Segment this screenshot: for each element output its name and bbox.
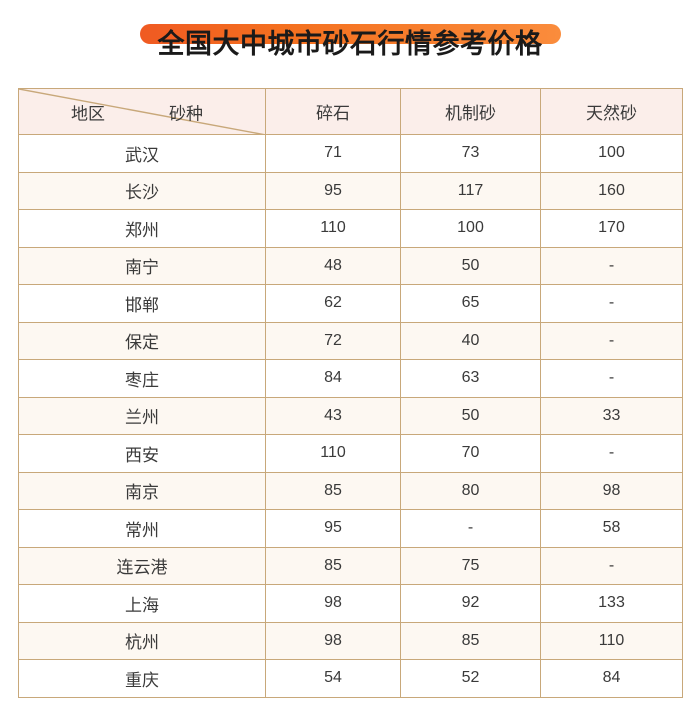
price-cell: 100 (540, 134, 683, 173)
region-cell: 重庆 (18, 659, 266, 698)
header-col-manufactured-sand: 机制砂 (400, 88, 541, 135)
region-cell: 南宁 (18, 246, 266, 285)
price-cell: 75 (400, 546, 541, 585)
price-cell: 33 (540, 396, 683, 435)
table-row: 长沙 95 117 160 (18, 171, 683, 210)
price-table-container: 地区 砂种 碎石 机制砂 天然砂 武汉 71 73 100 长沙 95 117 160 郑州 11… (18, 88, 683, 698)
price-cell: 85 (400, 621, 541, 660)
price-cell: 80 (400, 471, 541, 510)
price-cell: 54 (265, 659, 401, 698)
price-cell: - (540, 359, 683, 398)
price-cell: 98 (265, 584, 401, 623)
table-row: 常州 95-58 (18, 509, 683, 548)
price-cell: 110 (265, 209, 401, 248)
price-cell: 58 (540, 509, 683, 548)
price-cell: 50 (400, 396, 541, 435)
table-row: 枣庄 84 63- (18, 359, 683, 398)
page-title-banner: 全国大中城市砂石行情参考价格 (0, 0, 700, 88)
price-cell: - (540, 284, 683, 323)
region-cell: 郑州 (18, 209, 266, 248)
price-cell: 70 (400, 434, 541, 473)
table-row: 郑州 110 100 170 (18, 209, 683, 248)
price-cell: 62 (265, 284, 401, 323)
table-row: 武汉 71 73 100 (18, 134, 683, 173)
price-cell: - (540, 434, 683, 473)
table-row: 邯郸 62 65- (18, 284, 683, 323)
price-cell: 85 (265, 546, 401, 585)
price-cell: 133 (540, 584, 683, 623)
price-cell: - (540, 546, 683, 585)
price-cell: 160 (540, 171, 683, 210)
header-corner-split-cell: 地区 砂种 (18, 88, 266, 135)
header-col-axis-label: 砂种 (169, 104, 203, 123)
region-cell: 保定 (18, 321, 266, 360)
region-cell: 南京 (18, 471, 266, 510)
price-cell: 95 (265, 171, 401, 210)
price-cell: 65 (400, 284, 541, 323)
price-cell: 52 (400, 659, 541, 698)
table-row: 连云港 85 75- (18, 546, 683, 585)
region-cell: 上海 (18, 584, 266, 623)
price-cell: 110 (265, 434, 401, 473)
table-row: 西安 110 70- (18, 434, 683, 473)
region-cell: 邯郸 (18, 284, 266, 323)
region-cell: 枣庄 (18, 359, 266, 398)
price-cell: 48 (265, 246, 401, 285)
region-cell: 常州 (18, 509, 266, 548)
table-row: 南宁 48 50- (18, 246, 683, 285)
price-cell: 170 (540, 209, 683, 248)
price-cell: 98 (540, 471, 683, 510)
table-body: 武汉 71 73 100 长沙 95 117 160 郑州 110 100 170 南宁 48 50- 邯郸 6… (18, 134, 683, 698)
table-row: 保定 72 40- (18, 321, 683, 360)
price-cell: - (400, 509, 541, 548)
price-cell: 92 (400, 584, 541, 623)
header-row-axis-label: 地区 (71, 104, 105, 123)
price-cell: 72 (265, 321, 401, 360)
title-highlight-bar (139, 23, 561, 44)
table-row: 重庆 54 52 84 (18, 659, 683, 698)
region-cell: 西安 (18, 434, 266, 473)
table-row: 杭州 98 85 110 (18, 621, 683, 660)
table-header: 地区 砂种 碎石 机制砂 天然砂 (18, 88, 683, 135)
table-row: 兰州 43 50 33 (18, 396, 683, 435)
diagonal-divider-icon (19, 89, 262, 134)
header-col-natural-sand: 天然砂 (540, 88, 683, 135)
price-cell: 71 (265, 134, 401, 173)
price-cell: 95 (265, 509, 401, 548)
table-row: 南京 85 80 98 (18, 471, 683, 510)
price-cell: 43 (265, 396, 401, 435)
region-cell: 连云港 (18, 546, 266, 585)
price-cell: 40 (400, 321, 541, 360)
price-cell: - (540, 321, 683, 360)
header-col-crushed-stone: 碎石 (265, 88, 401, 135)
price-table: 地区 砂种 碎石 机制砂 天然砂 武汉 71 73 100 长沙 95 117 160 郑州 11… (18, 88, 683, 698)
region-cell: 长沙 (18, 171, 266, 210)
price-cell: - (540, 246, 683, 285)
region-cell: 兰州 (18, 396, 266, 435)
page-title: 全国大中城市砂石行情参考价格 (157, 28, 543, 59)
price-cell: 98 (265, 621, 401, 660)
price-cell: 84 (265, 359, 401, 398)
table-header-row: 地区 砂种 碎石 机制砂 天然砂 (18, 88, 683, 135)
price-cell: 85 (265, 471, 401, 510)
region-cell: 武汉 (18, 134, 266, 173)
price-cell: 117 (400, 171, 541, 210)
price-cell: 73 (400, 134, 541, 173)
price-cell: 100 (400, 209, 541, 248)
price-cell: 84 (540, 659, 683, 698)
price-cell: 110 (540, 621, 683, 660)
price-cell: 50 (400, 246, 541, 285)
region-cell: 杭州 (18, 621, 266, 660)
table-row: 上海 98 92 133 (18, 584, 683, 623)
price-cell: 63 (400, 359, 541, 398)
title-inner: 全国大中城市砂石行情参考价格 (139, 23, 561, 59)
